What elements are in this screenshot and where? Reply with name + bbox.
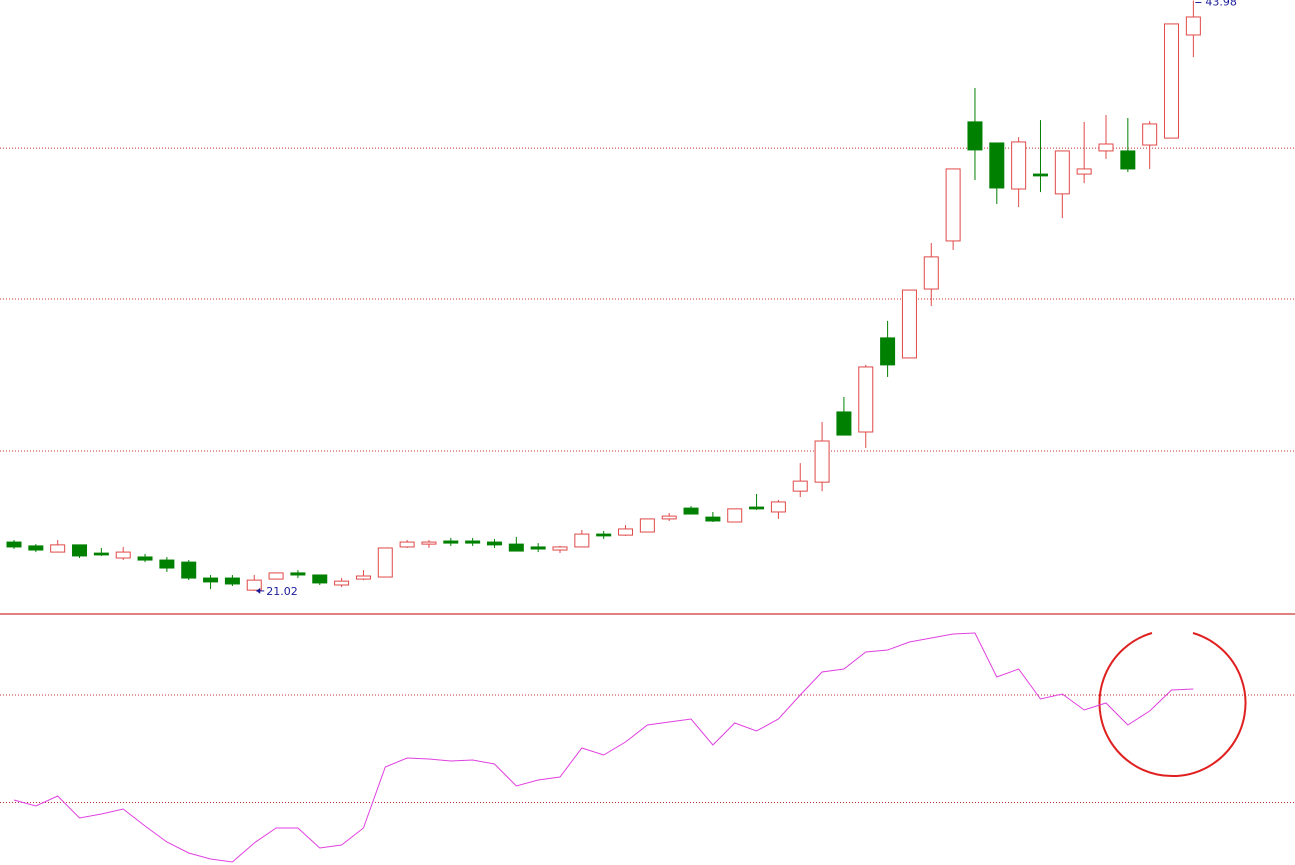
candle-body: [443, 540, 459, 544]
candle-body: [355, 575, 371, 580]
candle-body: [137, 556, 153, 561]
candle-body: [749, 506, 765, 510]
candle-body: [880, 337, 896, 366]
candle-body: [770, 501, 786, 513]
candle-body: [181, 561, 197, 579]
candle-body: [989, 142, 1005, 189]
candle-body: [967, 121, 983, 151]
candle-body: [203, 577, 219, 583]
candle-body: [727, 508, 743, 523]
candle-body: [399, 541, 415, 548]
candle-body: [901, 289, 917, 359]
candle-body: [1164, 23, 1180, 139]
candle-body: [1142, 123, 1158, 146]
candle-body: [486, 541, 502, 546]
candle-body: [115, 551, 131, 559]
candle-body: [639, 518, 655, 533]
candle-body: [50, 544, 66, 553]
candle-body: [1098, 143, 1114, 152]
candle-body: [945, 168, 961, 242]
candle-body: [1185, 16, 1201, 36]
candle-body: [290, 572, 306, 576]
candle-body: [224, 577, 240, 585]
candle-body: [923, 256, 939, 290]
candle-body: [618, 528, 634, 536]
candle-body: [6, 541, 22, 548]
candle-body: [530, 546, 546, 550]
candle-body: [465, 540, 481, 544]
candle-body: [421, 541, 437, 545]
indicator-line: [13, 632, 1194, 863]
candle-body: [1120, 150, 1136, 170]
candle-body: [792, 480, 808, 492]
candle-body: [836, 411, 852, 436]
candle-body: [312, 574, 328, 584]
candle-body: [377, 547, 393, 578]
candle-body: [508, 543, 524, 552]
candle-body: [72, 544, 88, 557]
low-label: 21.02: [266, 585, 298, 598]
candle-body: [159, 559, 175, 569]
candle-body: [246, 579, 262, 591]
low-arrow-head: [256, 587, 261, 594]
highlight-circle: [1098, 632, 1247, 777]
candle-body: [705, 516, 721, 522]
candle-body: [1076, 168, 1092, 175]
candle-body: [574, 533, 590, 548]
candle-body: [683, 507, 699, 515]
candle-body: [596, 533, 612, 537]
high-label: 43.98: [1205, 0, 1237, 9]
candle-body: [552, 546, 568, 551]
candle-body: [1054, 150, 1070, 195]
candle-body: [814, 440, 830, 483]
candle-body: [1032, 173, 1048, 177]
candle-body: [268, 572, 284, 580]
candle-body: [93, 552, 109, 556]
candle-body: [661, 515, 677, 520]
candle-body: [858, 366, 874, 433]
candle-body: [28, 545, 44, 551]
candle-body: [334, 580, 350, 586]
candle-body: [1011, 141, 1027, 190]
